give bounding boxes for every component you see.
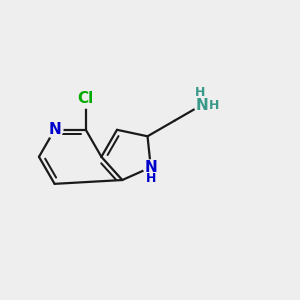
Text: Cl: Cl (78, 91, 94, 106)
Circle shape (143, 160, 158, 175)
Text: N: N (144, 160, 157, 175)
Text: N: N (195, 98, 208, 112)
Text: N: N (48, 122, 61, 137)
Text: H: H (146, 172, 156, 185)
Circle shape (76, 89, 95, 108)
Text: H: H (209, 99, 219, 112)
Circle shape (46, 122, 63, 138)
Circle shape (194, 98, 209, 112)
Text: H: H (195, 86, 205, 99)
